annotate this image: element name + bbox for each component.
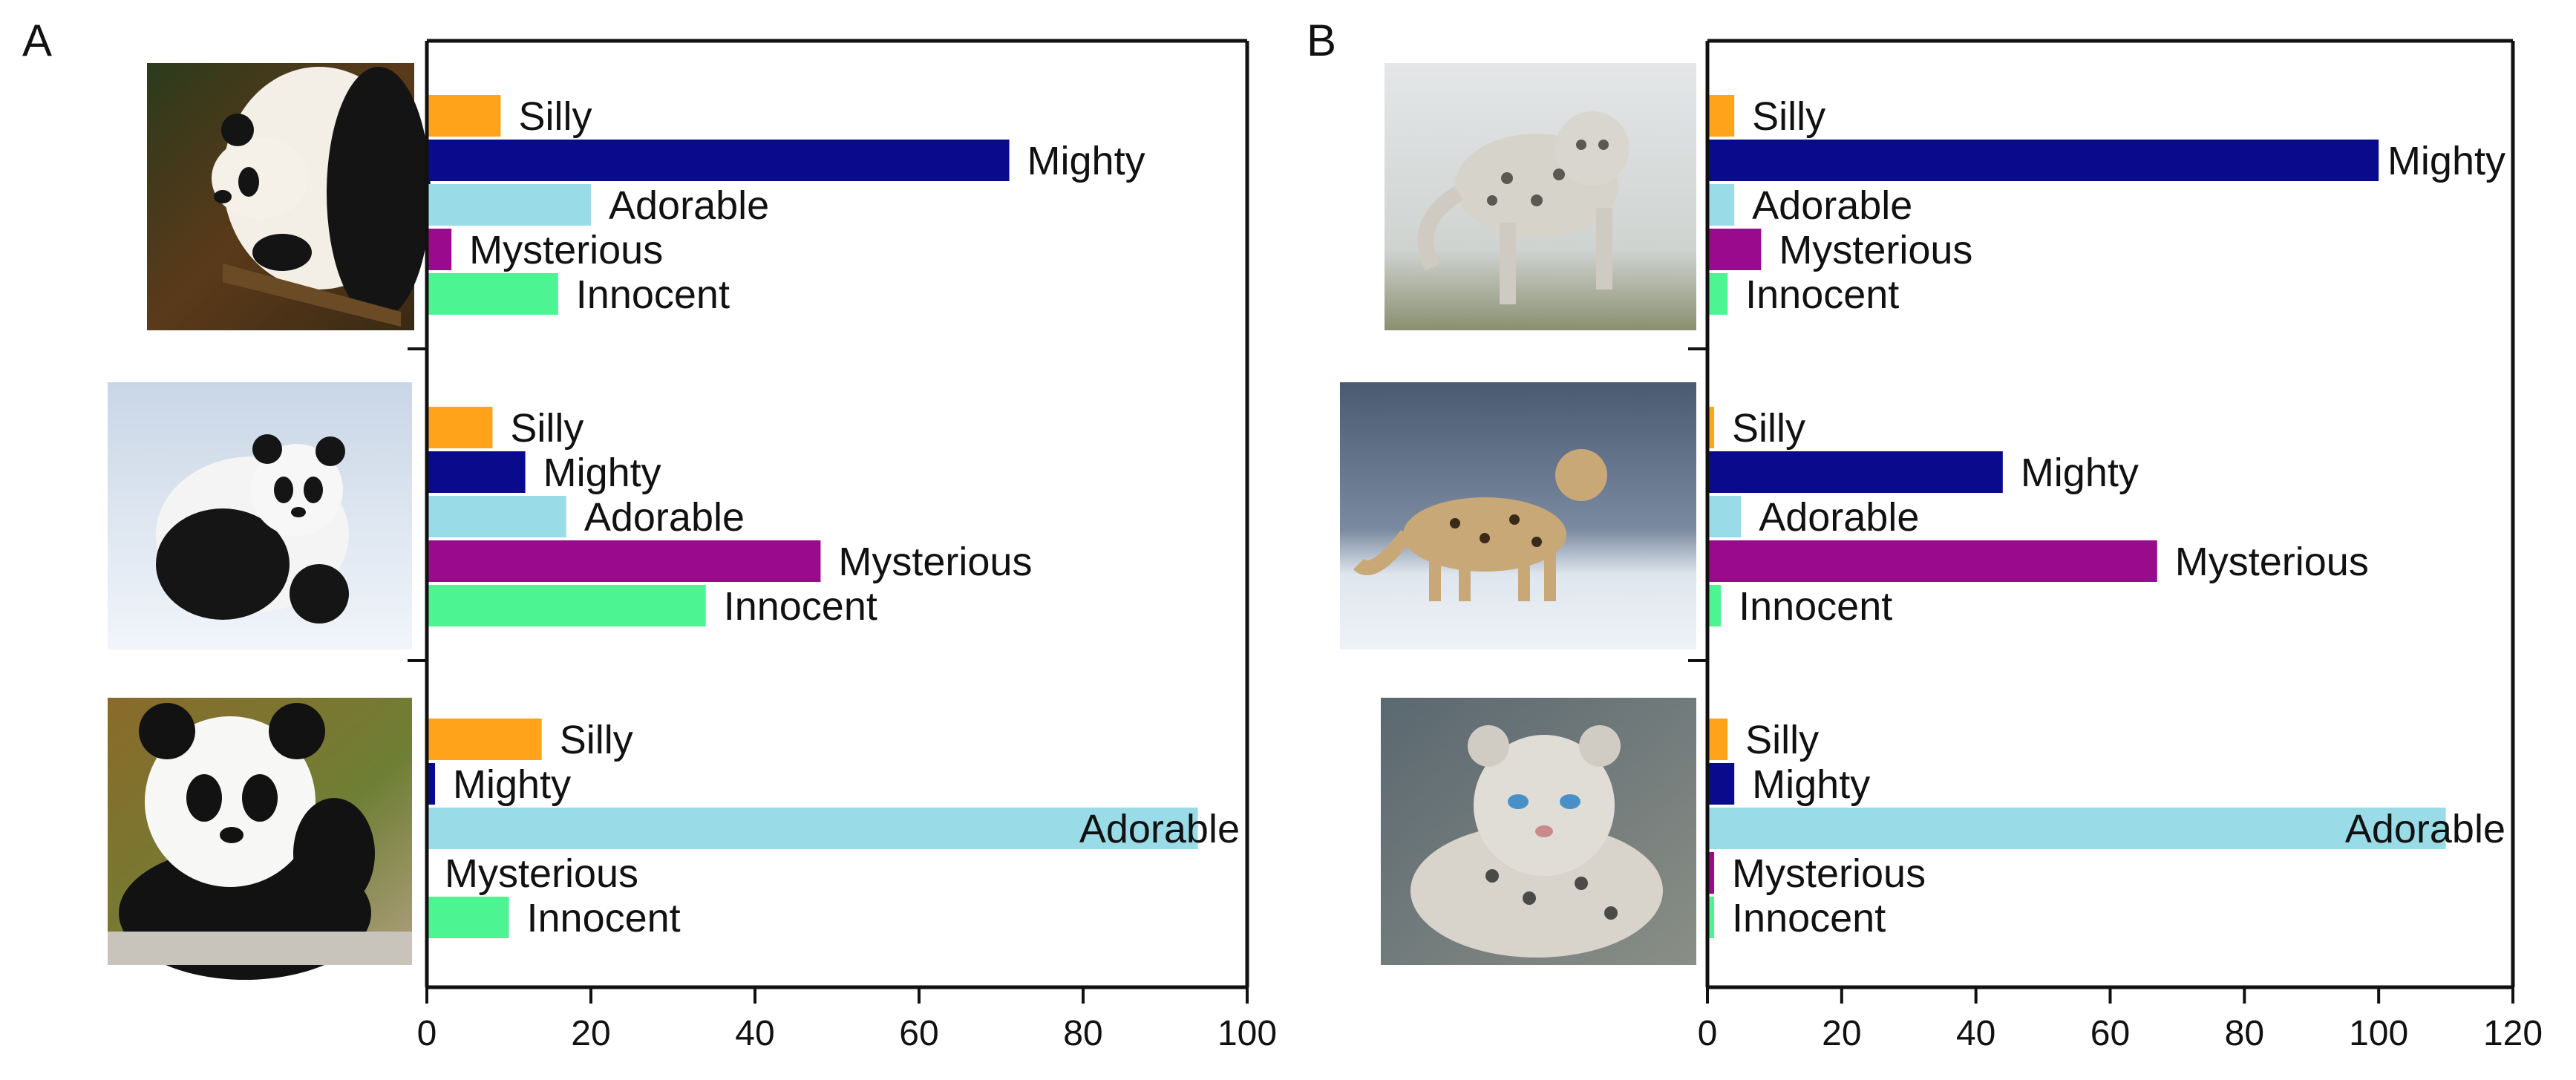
bar-b-g2-silly [1707, 407, 1715, 448]
bar-b-g3-mysterious [1707, 852, 1715, 894]
x-tick-label-b-120: 120 [2483, 1014, 2543, 1053]
bar-label-b-g3-silly: Silly [1745, 718, 1819, 762]
bar-a-g1-silly [427, 95, 501, 137]
x-tick-label-b-40: 40 [1956, 1014, 1995, 1053]
bar-label-a-g3-mighty: Mighty [453, 762, 571, 807]
snow-leopard-cub-icon [1381, 698, 1696, 965]
bar-b-g3-innocent [1707, 897, 1715, 938]
panda-cub-icon [108, 698, 412, 980]
bar-label-b-g3-innocent: Innocent [1732, 896, 1886, 940]
bar-label-a-g1-adorable: Adorable [609, 183, 769, 228]
bar-a-g3-adorable [427, 808, 1198, 849]
bar-label-b-g2-mysterious: Mysterious [2175, 540, 2369, 584]
x-tick-label-a-60: 60 [899, 1014, 938, 1053]
x-tick-label-a-0: 0 [417, 1014, 437, 1053]
bar-b-g2-innocent [1707, 585, 1722, 626]
bar-label-a-g1-silly: Silly [518, 94, 592, 139]
bar-label-a-g3-mysterious: Mysterious [445, 851, 638, 896]
bar-a-g3-mighty [427, 763, 436, 805]
snow-leopard-leaping-icon [1385, 63, 1696, 330]
bar-label-b-g1-adorable: Adorable [1752, 183, 1912, 228]
x-tick-label-b-20: 20 [1822, 1014, 1861, 1053]
bar-label-b-g2-mighty: Mighty [2021, 451, 2139, 495]
bar-label-a-g2-mysterious: Mysterious [838, 540, 1032, 584]
x-tick-label-b-80: 80 [2225, 1014, 2264, 1053]
bar-label-a-g2-innocent: Innocent [724, 584, 877, 629]
x-tick-label-b-60: 60 [2090, 1014, 2130, 1053]
bar-label-a-g2-mighty: Mighty [543, 451, 661, 495]
panda-adult-icon [147, 63, 431, 330]
bar-b-g1-mysterious [1707, 229, 1762, 270]
chart-panel-a: SillyMightyAdorableMysteriousInnocentSil… [408, 39, 1277, 1053]
bar-b-g3-silly [1707, 719, 1728, 760]
panel-letter-b: B [1307, 16, 1336, 65]
bar-label-b-g1-silly: Silly [1752, 94, 1825, 139]
bar-b-g1-adorable [1707, 184, 1735, 226]
bar-label-a-g1-mighty: Mighty [1027, 139, 1145, 183]
bar-b-g1-silly [1707, 95, 1735, 137]
x-tick-label-b-100: 100 [2349, 1014, 2408, 1053]
bar-b-g2-mysterious [1707, 540, 2157, 582]
bar-a-g3-silly [427, 719, 542, 760]
chart-panel-b: SillyMightyAdorableMysteriousInnocentSil… [1688, 39, 2543, 1053]
bar-label-b-g1-mysterious: Mysterious [1779, 228, 1972, 272]
bar-label-b-g2-adorable: Adorable [1759, 495, 1919, 540]
x-tick-label-a-100: 100 [1217, 1014, 1277, 1053]
bar-b-g3-mighty [1707, 763, 1735, 805]
bar-label-b-g1-innocent: Innocent [1745, 272, 1899, 317]
bar-a-g2-mysterious [427, 540, 821, 582]
bar-label-b-g3-mysterious: Mysterious [1732, 851, 1926, 896]
bar-a-g1-adorable [427, 184, 591, 226]
bar-b-g1-innocent [1707, 273, 1728, 315]
bar-a-g1-mysterious [427, 229, 452, 270]
bar-label-b-g2-silly: Silly [1732, 406, 1805, 451]
panel-letter-a: A [22, 16, 52, 65]
bar-label-b-g3-mighty: Mighty [1752, 762, 1870, 807]
bar-a-g2-silly [427, 407, 493, 448]
bar-label-a-g3-innocent: Innocent [527, 896, 681, 940]
bar-label-a-g1-innocent: Innocent [576, 272, 730, 317]
bar-a-g1-innocent [427, 273, 558, 315]
panda-snow-icon [108, 382, 412, 649]
bar-label-a-g2-adorable: Adorable [584, 495, 745, 540]
bar-b-g2-adorable [1707, 496, 1742, 537]
bar-label-b-g2-innocent: Innocent [1739, 584, 1892, 629]
bar-label-a-g1-mysterious: Mysterious [469, 228, 663, 272]
bar-b-g2-mighty [1707, 451, 2003, 493]
bar-b-g3-adorable [1707, 808, 2446, 849]
x-tick-label-a-40: 40 [735, 1014, 774, 1053]
x-tick-label-a-80: 80 [1063, 1014, 1102, 1053]
bar-a-g2-mighty [427, 451, 526, 493]
bar-a-g2-adorable [427, 496, 566, 537]
bar-a-g1-mighty [427, 140, 1010, 181]
bar-a-g3-innocent [427, 897, 509, 938]
bar-label-a-g2-silly: Silly [510, 406, 583, 451]
bar-b-g1-mighty [1707, 140, 2379, 181]
bar-label-a-g3-silly: Silly [560, 718, 633, 762]
x-tick-label-b-0: 0 [1698, 1014, 1718, 1053]
bar-a-g2-innocent [427, 585, 706, 626]
x-tick-label-a-20: 20 [571, 1014, 610, 1053]
bar-label-b-g1-mighty: Mighty [2387, 139, 2505, 183]
bar-label-a-g3-adorable: Adorable [1079, 807, 1240, 851]
snow-leopard-walking-icon [1340, 382, 1696, 649]
bar-label-b-g3-adorable: Adorable [2345, 807, 2505, 851]
